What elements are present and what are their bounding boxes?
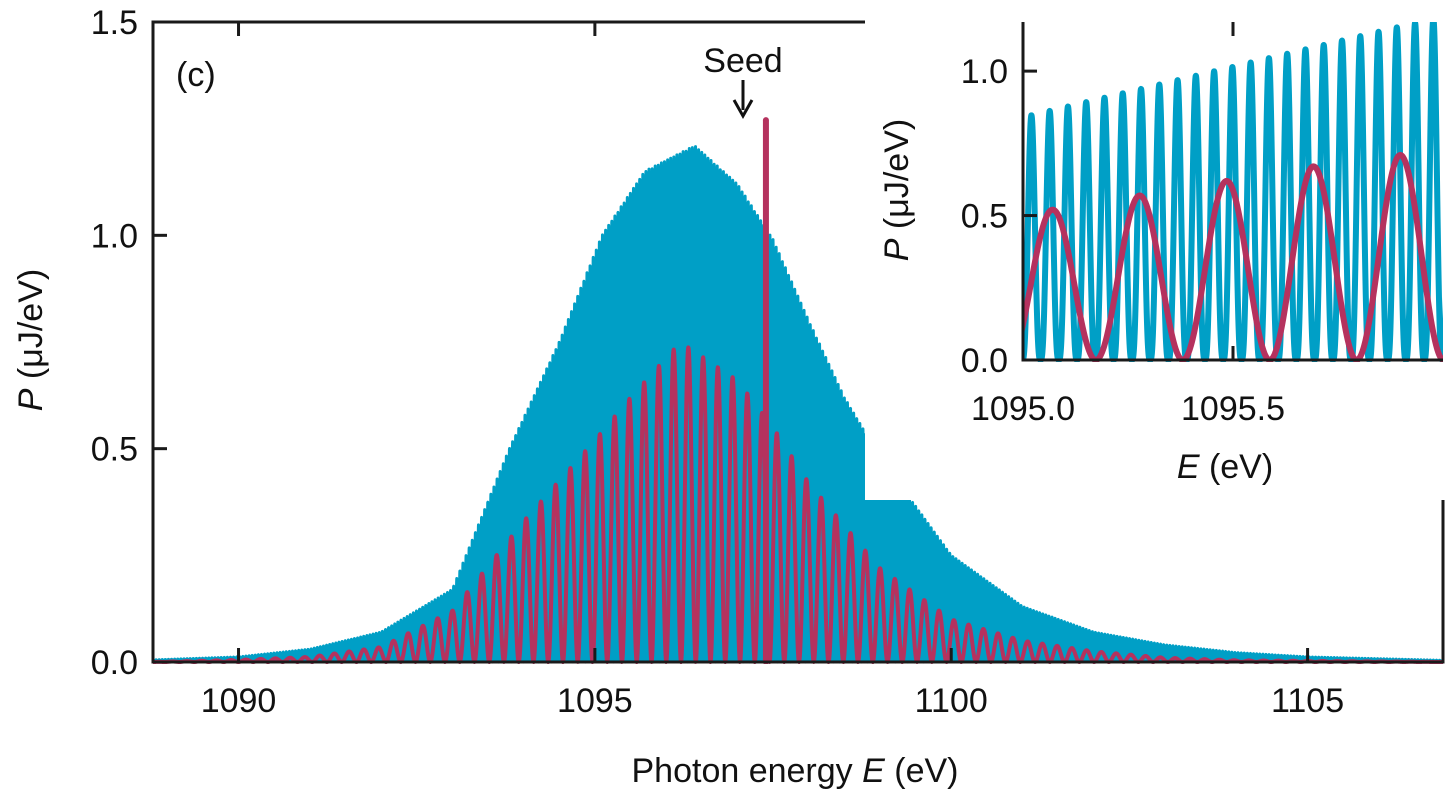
inset-x-tick-label: 1095.5 bbox=[1181, 390, 1285, 428]
y-tick-label: 0.5 bbox=[91, 431, 138, 469]
panel-label: (c) bbox=[176, 56, 216, 94]
y-tick-label: 1.0 bbox=[91, 217, 138, 255]
inset-x-tick-label: 1095.0 bbox=[971, 390, 1075, 428]
inset-frame bbox=[1021, 22, 1443, 362]
y-tick-label: 1.5 bbox=[91, 4, 138, 42]
seed-annotation: Seed bbox=[703, 42, 782, 80]
inset-y-tick-label: 0.0 bbox=[961, 342, 1008, 380]
inset-series-red-line bbox=[1023, 151, 1443, 362]
seed-arrow bbox=[732, 80, 754, 120]
inset-x-axis-label: E (eV) bbox=[1177, 448, 1273, 486]
x-tick-label: 1100 bbox=[915, 682, 988, 720]
y-tick-label: 0.0 bbox=[91, 644, 138, 682]
x-tick-label: 1095 bbox=[557, 682, 633, 720]
inset-y-tick-label: 0.5 bbox=[961, 198, 1008, 236]
x-tick-label: 1105 bbox=[1271, 682, 1344, 720]
x-axis-label: Photon energy E (eV) bbox=[632, 752, 959, 790]
y-axis-label: P (μJ/eV) bbox=[12, 269, 50, 411]
inset-y-tick-label: 1.0 bbox=[961, 53, 1008, 91]
main-plot: 1090 1095 1100 1105 0.0 0.5 1.0 1.5 (c) Seed Ph… bbox=[12, 4, 1445, 790]
inset-plot: 1095.0 1095.5 0.0 0.5 1.0 E (eV) P (μJ/eV) bbox=[865, 0, 1452, 500]
x-tick-label: 1090 bbox=[201, 682, 277, 720]
inset-y-axis-label: P (μJ/eV) bbox=[878, 119, 916, 261]
